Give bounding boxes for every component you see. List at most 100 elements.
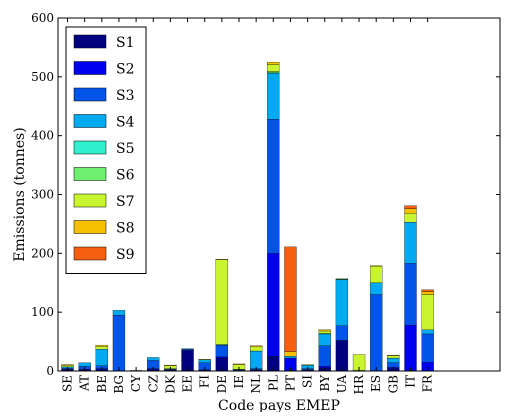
- bar-DE-S2: [215, 356, 229, 359]
- bar-PL-S4: [267, 73, 280, 120]
- bar-FR-S3: [421, 333, 434, 363]
- x-axis-label: Code pays EMEP: [218, 398, 340, 412]
- legend-swatch-S6: [73, 167, 107, 181]
- y-tick-label: 0: [46, 364, 54, 378]
- legend-label-S8: S8: [116, 221, 135, 237]
- legend-swatch-S7: [73, 193, 107, 208]
- bar-UA-S3: [335, 325, 349, 341]
- y-tick-label: 600: [31, 11, 54, 25]
- bar-ES-S3: [370, 294, 383, 372]
- y-tick-label: 100: [31, 305, 54, 319]
- bar-BG-S4: [112, 310, 126, 316]
- bar-NL-S7: [249, 346, 263, 352]
- bar-PT-S8: [284, 351, 297, 357]
- x-tick-label-DK: DK: [163, 374, 177, 394]
- x-tick-label-IT: IT: [404, 375, 418, 388]
- bar-FR-S7: [421, 294, 434, 330]
- x-tick-label-PL: PL: [266, 375, 280, 391]
- legend-label-S6: S6: [116, 168, 135, 184]
- bar-EE-S3: [181, 349, 194, 351]
- legend-label-S3: S3: [116, 88, 135, 104]
- bar-PL-S6: [267, 71, 280, 73]
- bar-NL-S8: [249, 345, 263, 348]
- x-tick-label-IE: IE: [232, 375, 246, 389]
- bar-ES-S7: [370, 266, 383, 283]
- bar-PL-S2: [267, 253, 280, 357]
- legend-label-S7: S7: [116, 194, 135, 210]
- bar-BY-S8: [318, 329, 331, 332]
- x-tick-label-CZ: CZ: [146, 375, 160, 393]
- x-tick-label-ES: ES: [369, 375, 383, 392]
- legend-label-S9: S9: [116, 247, 135, 263]
- bar-IT-S8: [404, 208, 417, 214]
- legend-swatch-S4: [73, 114, 107, 128]
- bar-GB-S8: [387, 354, 400, 356]
- bar-SE-S8: [61, 364, 74, 366]
- bar-PL-S7: [267, 64, 280, 72]
- x-tick-label-GB: GB: [386, 375, 400, 394]
- legend-label-S4: S4: [116, 115, 135, 131]
- bar-DE-S8: [215, 259, 229, 260]
- bar-IT-S2: [404, 324, 417, 372]
- bar-IT-S4: [404, 221, 417, 264]
- x-tick-label-UA: UA: [335, 375, 349, 394]
- bars-layer: [61, 61, 434, 372]
- legend-label-S5: S5: [116, 141, 135, 157]
- bar-FR-S8: [421, 291, 434, 295]
- legend-swatch-S1: [73, 34, 107, 49]
- bar-IT-S9: [404, 205, 417, 209]
- bar-BE-S4: [95, 349, 108, 366]
- bar-PL-S3: [267, 119, 280, 254]
- legend-swatch-S8: [73, 220, 107, 234]
- bar-SI-S7: [301, 364, 314, 366]
- x-tick-label-SI: SI: [301, 375, 315, 388]
- bar-BE-S7: [95, 346, 108, 350]
- bar-GB-S7: [387, 355, 400, 359]
- legend-label-S1: S1: [116, 35, 135, 51]
- bar-FR-S4: [421, 329, 434, 335]
- bar-BY-S7: [318, 330, 331, 334]
- x-tick-label-FI: FI: [198, 375, 212, 388]
- y-tick-label: 200: [31, 246, 54, 260]
- bar-UA-S1: [335, 340, 349, 372]
- bar-FI-S4: [198, 359, 211, 363]
- bar-DK-S8: [164, 364, 177, 366]
- x-tick-label-NL: NL: [249, 375, 263, 394]
- bar-NL-S4: [249, 350, 263, 369]
- bar-BE-S8: [95, 344, 108, 347]
- x-tick-label-FR: FR: [421, 374, 435, 392]
- bar-UA-S6: [335, 278, 349, 280]
- bar-BY-S4: [318, 333, 331, 346]
- x-tick-label-BG: BG: [112, 375, 126, 394]
- y-tick-label: 500: [31, 70, 54, 84]
- y-tick-label: 400: [31, 129, 54, 143]
- y-axis-label: Emissions (tonnes): [12, 127, 28, 261]
- legend-swatch-S5: [73, 140, 107, 155]
- x-tick-label-EE: EE: [181, 375, 195, 393]
- x-tick-label-AT: AT: [78, 375, 92, 392]
- bar-DE-S7: [215, 259, 229, 345]
- bar-UA-S4: [335, 279, 349, 326]
- bar-FR-S9: [421, 289, 434, 292]
- legend-swatch-S3: [73, 87, 107, 102]
- legend-swatch-S9: [73, 246, 107, 261]
- x-tick-label-BE: BE: [95, 375, 109, 393]
- legend-swatch-S2: [73, 61, 107, 75]
- x-tick-label-PT: PT: [283, 375, 297, 391]
- x-tick-label-HR: HR: [352, 374, 366, 394]
- x-tick-label-DE: DE: [215, 375, 229, 393]
- x-tick-label-CY: CY: [129, 374, 143, 392]
- bar-IT-S7: [404, 213, 417, 223]
- legend: S1 S2 S3 S4 S5 S6 S7 S8 S9: [65, 26, 147, 274]
- x-tick-label-SE: SE: [61, 375, 75, 392]
- bar-ES-S4: [370, 282, 383, 295]
- legend-label-S2: S2: [116, 62, 135, 78]
- bar-BG-S3: [112, 314, 126, 372]
- bar-CZ-S4: [147, 357, 160, 361]
- bar-EE-S4: [181, 348, 194, 350]
- bar-GB-S3: [387, 362, 400, 368]
- bar-IE-S8: [232, 363, 246, 365]
- bar-DE-S3: [215, 344, 229, 358]
